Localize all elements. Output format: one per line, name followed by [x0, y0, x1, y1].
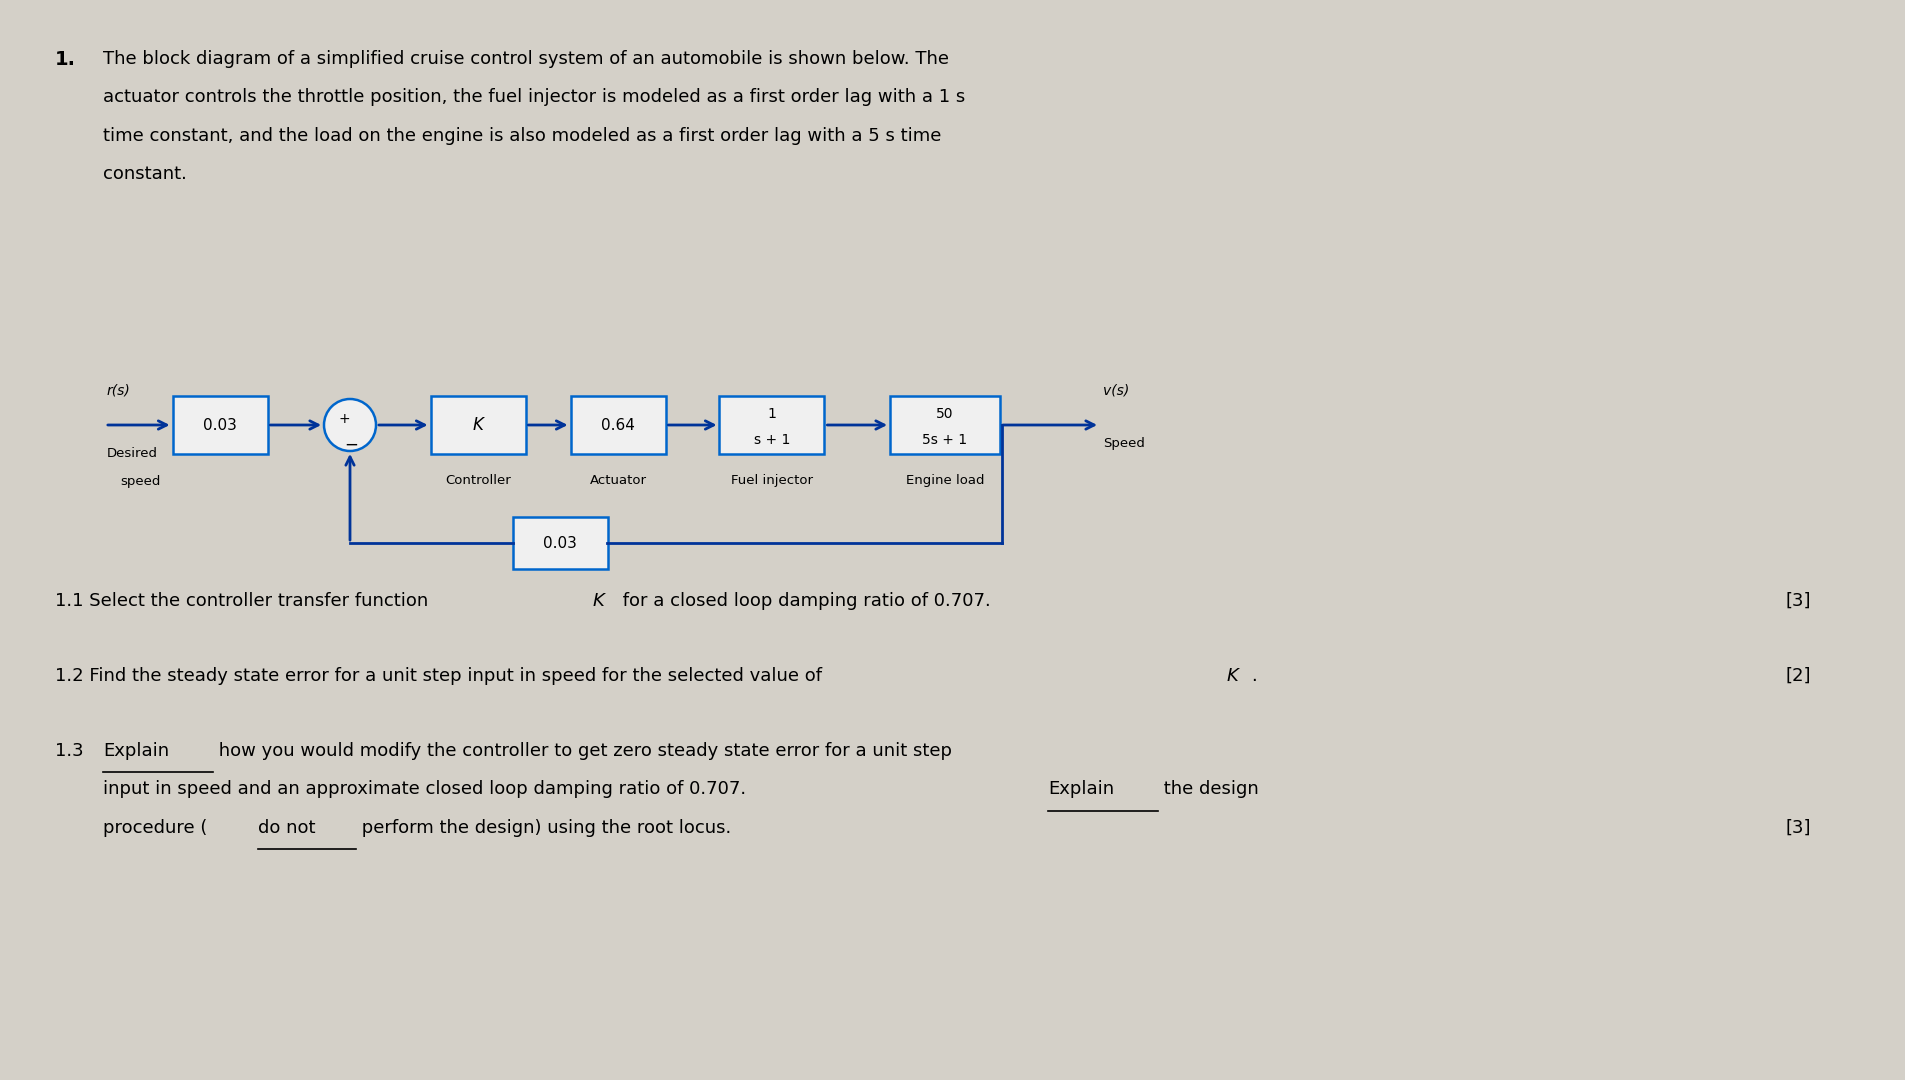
Text: 1.3: 1.3	[55, 742, 90, 760]
Text: 0.03: 0.03	[543, 536, 577, 551]
Text: do not: do not	[257, 819, 316, 837]
Text: procedure (: procedure (	[103, 819, 208, 837]
Text: −: −	[345, 436, 358, 454]
FancyBboxPatch shape	[512, 517, 608, 569]
Text: Desired: Desired	[107, 447, 158, 460]
Text: v(s): v(s)	[1103, 384, 1130, 399]
Text: K: K	[1227, 667, 1238, 685]
Text: 0.03: 0.03	[204, 418, 236, 432]
FancyBboxPatch shape	[431, 396, 526, 454]
FancyBboxPatch shape	[173, 396, 267, 454]
Text: 5s + 1: 5s + 1	[922, 433, 968, 447]
Text: +: +	[339, 411, 351, 426]
Text: s + 1: s + 1	[754, 433, 791, 447]
Text: 1.1 Select the controller transfer function: 1.1 Select the controller transfer funct…	[55, 592, 434, 610]
FancyBboxPatch shape	[890, 396, 1000, 454]
Text: K: K	[472, 416, 484, 434]
Text: 1: 1	[768, 407, 777, 421]
Text: Controller: Controller	[446, 474, 511, 487]
Text: K: K	[592, 592, 604, 610]
Text: how you would modify the controller to get zero steady state error for a unit st: how you would modify the controller to g…	[213, 742, 952, 760]
Text: The block diagram of a simplified cruise control system of an automobile is show: The block diagram of a simplified cruise…	[103, 50, 949, 68]
Text: Actuator: Actuator	[589, 474, 646, 487]
Text: Speed: Speed	[1103, 436, 1145, 449]
Text: input in speed and an approximate closed loop damping ratio of 0.707.: input in speed and an approximate closed…	[103, 781, 752, 798]
Text: Explain: Explain	[1048, 781, 1114, 798]
Text: 1.2 Find the steady state error for a unit step input in speed for the selected : 1.2 Find the steady state error for a un…	[55, 667, 829, 685]
Text: Engine load: Engine load	[905, 474, 985, 487]
Text: perform the design) using the root locus.: perform the design) using the root locus…	[356, 819, 732, 837]
Text: actuator controls the throttle position, the fuel injector is modeled as a first: actuator controls the throttle position,…	[103, 89, 966, 107]
Text: .: .	[1252, 667, 1257, 685]
Text: Explain: Explain	[103, 742, 170, 760]
Text: Fuel injector: Fuel injector	[732, 474, 813, 487]
Text: time constant, and the load on the engine is also modeled as a first order lag w: time constant, and the load on the engin…	[103, 127, 941, 145]
Text: [3]: [3]	[1785, 592, 1810, 610]
Text: r(s): r(s)	[107, 384, 131, 399]
Text: [3]: [3]	[1785, 819, 1810, 837]
Text: 0.64: 0.64	[602, 418, 634, 432]
Text: [2]: [2]	[1785, 667, 1810, 685]
Text: 50: 50	[935, 407, 954, 421]
FancyBboxPatch shape	[720, 396, 825, 454]
Text: speed: speed	[120, 475, 160, 488]
Text: constant.: constant.	[103, 165, 187, 184]
Text: 1.: 1.	[55, 50, 76, 69]
Circle shape	[324, 399, 375, 451]
FancyBboxPatch shape	[570, 396, 665, 454]
Text: the design: the design	[1158, 781, 1259, 798]
Text: for a closed loop damping ratio of 0.707.: for a closed loop damping ratio of 0.707…	[617, 592, 991, 610]
